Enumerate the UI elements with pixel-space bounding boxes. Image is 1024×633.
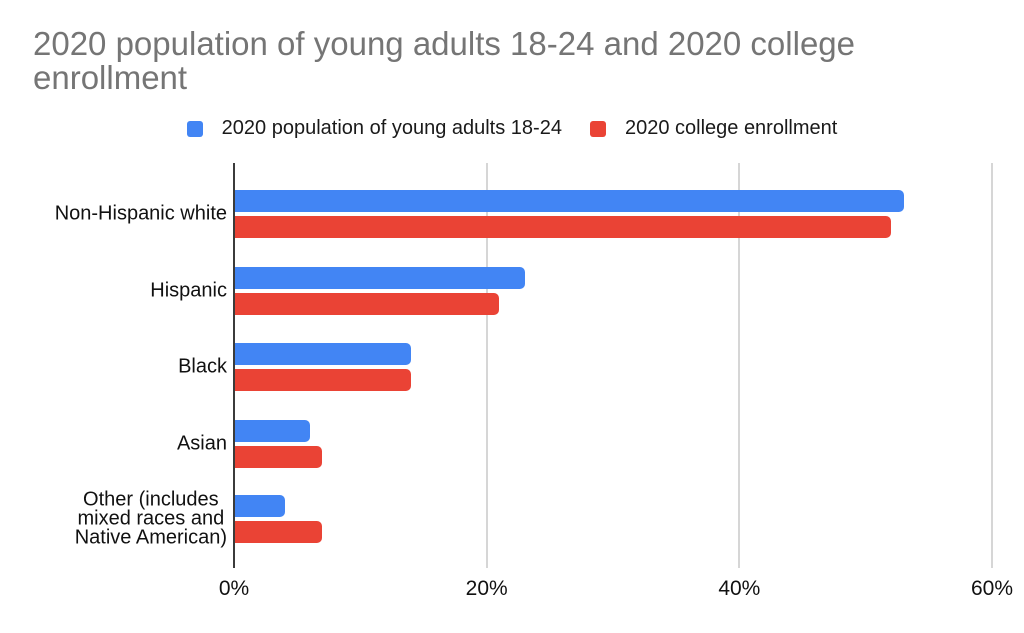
chart-title-line1: 2020 population of young adults 18-24 an… [33, 25, 856, 62]
x-axis-tick-label-20%: 20% [465, 577, 508, 600]
bar-series0-cat3 [235, 419, 310, 442]
bar-series0-cat1 [235, 266, 525, 289]
x-axis-tick-label-40%: 40% [718, 577, 761, 600]
legend-swatch-icon [186, 120, 203, 137]
bar-series1-cat2 [235, 368, 411, 391]
legend-label: 2020 population of young adults 18-24 [221, 117, 562, 139]
category-label-4: Other (includes mixed races and Native Ame… [74, 488, 227, 549]
bar-series0-cat0 [235, 190, 904, 212]
bar-series0-cat2 [235, 342, 411, 365]
legend-label: 2020 college enrollment [624, 117, 838, 139]
category-label-2: Black [178, 355, 227, 377]
x-axis-tick-label-60%: 60% [970, 577, 1014, 600]
bar-series1-cat0 [235, 216, 891, 238]
gridline-60% [991, 163, 993, 568]
chart-title: 2020 population of young adults 18-24 an… [33, 27, 855, 95]
legend-item-1: 2020 college enrollment [589, 117, 838, 140]
category-label-3: Asian [176, 432, 227, 454]
legend-swatch-icon [589, 120, 606, 137]
category-label-0: Non-Hispanic white [54, 202, 227, 225]
gridline-20% [485, 163, 488, 568]
chart-legend: 2020 population of young adults 18-24 202… [0, 117, 1024, 140]
gridline-40% [738, 163, 741, 568]
x-axis-tick-label-0%: 0% [218, 577, 250, 600]
y-axis-line [233, 163, 235, 568]
bar-series1-cat4 [235, 521, 323, 543]
legend-item-0: 2020 population of young adults 18-24 [186, 117, 562, 140]
bar-series1-cat3 [235, 445, 323, 468]
bar-series0-cat4 [235, 495, 285, 517]
category-label-1: Hispanic [150, 279, 227, 301]
chart-title-line2: enrollment [33, 59, 188, 96]
bar-series1-cat1 [235, 292, 500, 315]
